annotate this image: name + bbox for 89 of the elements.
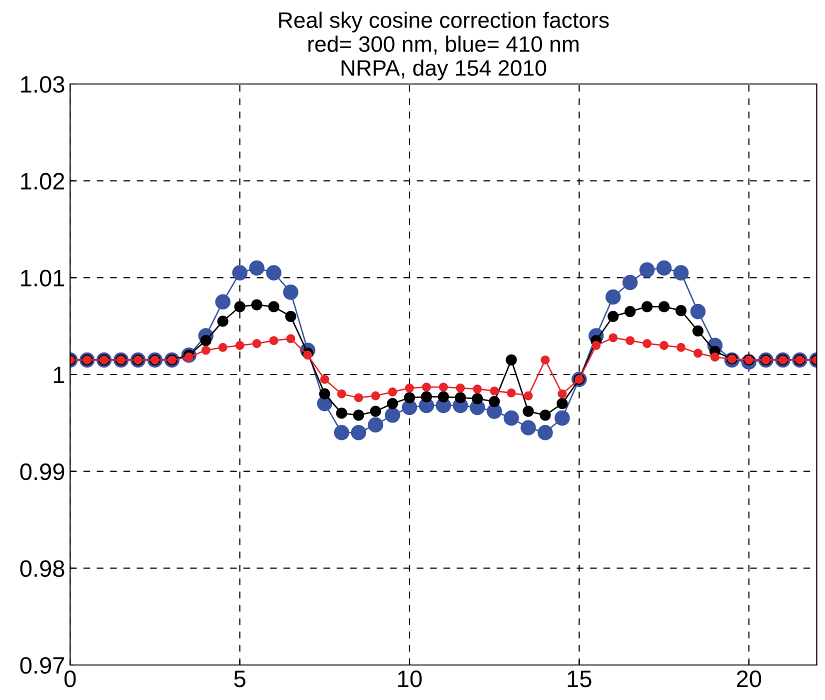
point [522, 406, 534, 417]
point [506, 354, 517, 366]
point [217, 316, 228, 327]
point [454, 392, 466, 404]
point [554, 410, 570, 426]
point [639, 262, 655, 278]
point [438, 382, 448, 392]
point [692, 325, 704, 336]
point [624, 306, 636, 318]
point [642, 301, 653, 312]
point [642, 339, 652, 348]
point [370, 406, 382, 417]
point [320, 374, 330, 384]
y-tick-label: 1 [54, 366, 64, 384]
point [540, 410, 551, 421]
point [658, 301, 670, 312]
point [540, 355, 550, 364]
point [622, 274, 638, 290]
x-tick-label: 20 [736, 670, 762, 688]
point [201, 346, 210, 355]
point [608, 310, 619, 322]
x-tick-label: 15 [568, 670, 592, 688]
x-tick-label: 10 [398, 670, 422, 688]
y-tick-label: 0.99 [20, 463, 64, 480]
point [368, 417, 384, 432]
x-tick-label: 0 [64, 670, 76, 688]
point [251, 299, 262, 310]
point [456, 384, 465, 393]
point [693, 348, 702, 358]
point [538, 424, 553, 440]
y-tick-label: 0.98 [20, 560, 64, 577]
point [420, 391, 432, 402]
point [303, 350, 312, 360]
point [384, 408, 400, 423]
y-tick-label: 1.02 [21, 172, 64, 190]
point [626, 336, 635, 346]
point [506, 388, 516, 398]
point [438, 391, 449, 402]
point [605, 289, 621, 305]
point [472, 384, 482, 394]
point [319, 388, 330, 400]
point [675, 305, 687, 316]
point [676, 342, 686, 352]
point [218, 342, 228, 352]
point [283, 284, 298, 300]
point [334, 424, 350, 440]
point [524, 391, 533, 400]
point [286, 334, 296, 344]
point [234, 301, 246, 312]
point [690, 304, 706, 320]
point [353, 410, 364, 421]
point [422, 382, 431, 392]
point [200, 335, 212, 346]
x-tick-label: 5 [234, 670, 246, 688]
point [336, 408, 348, 419]
point [266, 265, 282, 280]
point [504, 410, 519, 426]
point [488, 396, 500, 408]
point [386, 398, 398, 410]
y-tick-label: 1.01 [21, 270, 64, 286]
point [520, 420, 536, 436]
point [232, 265, 248, 280]
point [249, 260, 264, 276]
point [269, 336, 278, 346]
point [404, 392, 416, 404]
point [592, 340, 601, 350]
point [490, 386, 499, 396]
point [660, 340, 669, 350]
y-tick-label: 1.03 [21, 76, 64, 93]
y-tick-label: 0.97 [20, 657, 64, 674]
point [337, 389, 346, 398]
point [235, 340, 244, 350]
point [350, 424, 366, 440]
point [556, 398, 568, 410]
point [656, 260, 672, 276]
point [371, 391, 380, 400]
point [404, 384, 414, 393]
point [252, 339, 262, 348]
point [354, 393, 364, 402]
point [558, 389, 567, 398]
point [472, 393, 483, 404]
point [673, 265, 689, 280]
point [285, 310, 296, 322]
point [215, 294, 230, 310]
point [268, 301, 280, 312]
point [710, 352, 720, 362]
point [388, 387, 398, 396]
point [608, 333, 618, 342]
chart-title: Real sky cosine correction factors red= 300 nm, blue= 410 nm NRPA, day 154 2010 [279, 12, 609, 80]
